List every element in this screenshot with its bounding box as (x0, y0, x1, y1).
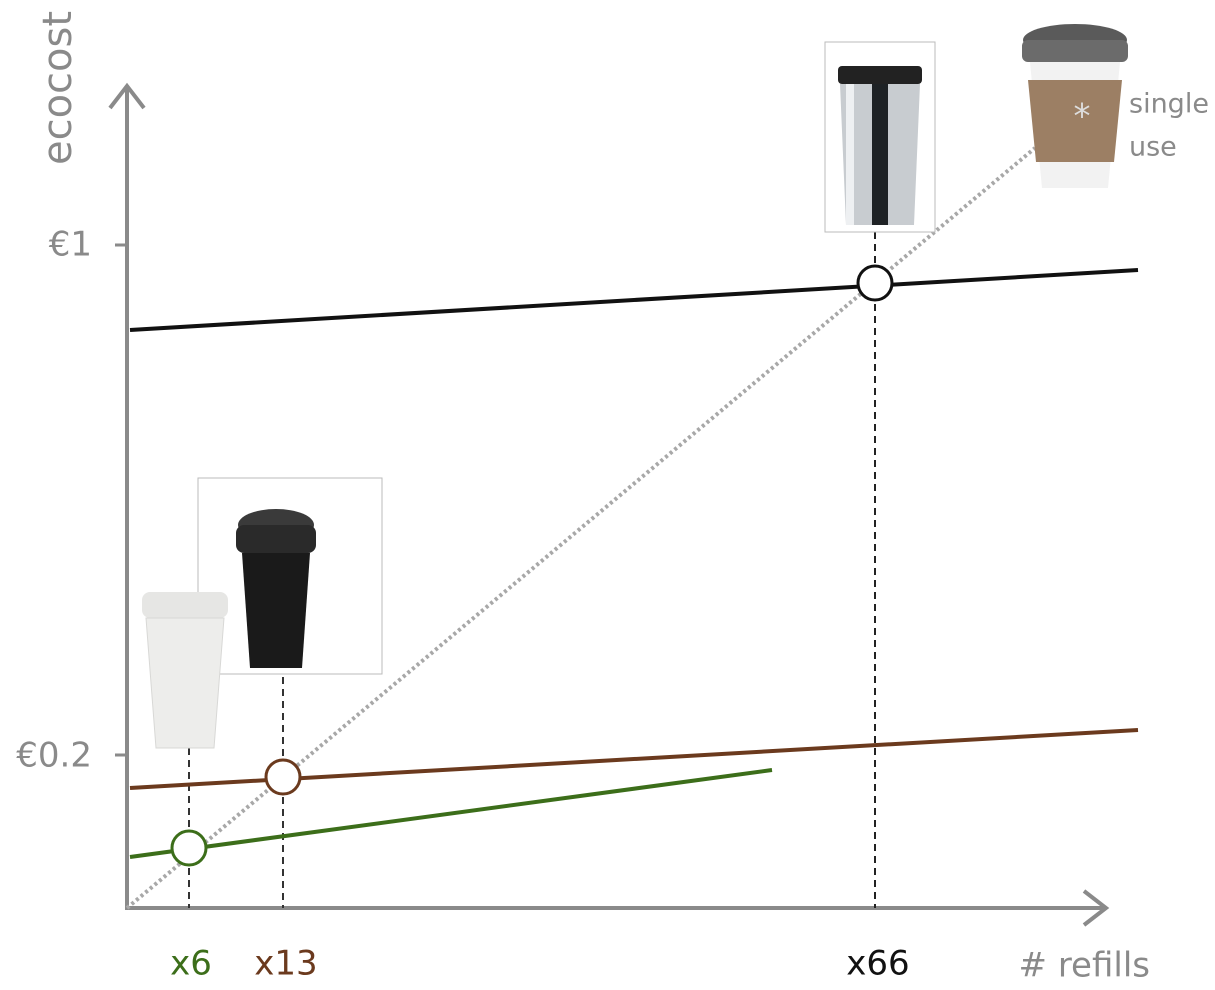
y-label: €0.2 (16, 736, 92, 776)
steel-cup-image (824, 41, 936, 233)
x-label: x6 (170, 944, 212, 984)
cup-logo: * (1074, 97, 1091, 137)
cup-body (242, 553, 310, 668)
x-label: x66 (846, 944, 909, 984)
y-label: €1 (49, 225, 92, 265)
break-even-point (856, 264, 894, 302)
x-arrow (1082, 889, 1110, 927)
break-even-point (170, 829, 208, 867)
cup-lid (236, 525, 316, 553)
cup-body (145, 617, 225, 749)
cup-lid (1022, 40, 1128, 62)
cup-shine (846, 84, 854, 225)
cup-sleeve (1028, 80, 1122, 162)
ceramic-cup-image (197, 477, 383, 675)
annotation: use (1129, 132, 1177, 163)
cup-lid (142, 592, 228, 618)
cup-lid (838, 66, 922, 84)
plastic-cup-image (142, 592, 228, 749)
x-label: x13 (254, 944, 317, 984)
steel-cup-line (129, 268, 1139, 332)
annotation: single (1129, 89, 1209, 120)
plastic-cup-line (129, 768, 773, 859)
y-axis-label: ecocost (35, 11, 81, 165)
single-use-cup-image: * (1022, 24, 1128, 188)
y-arrow (108, 82, 146, 110)
x-axis-label: # refills (1019, 946, 1150, 986)
cup-stripe (872, 84, 888, 225)
break-even-point (264, 758, 302, 796)
